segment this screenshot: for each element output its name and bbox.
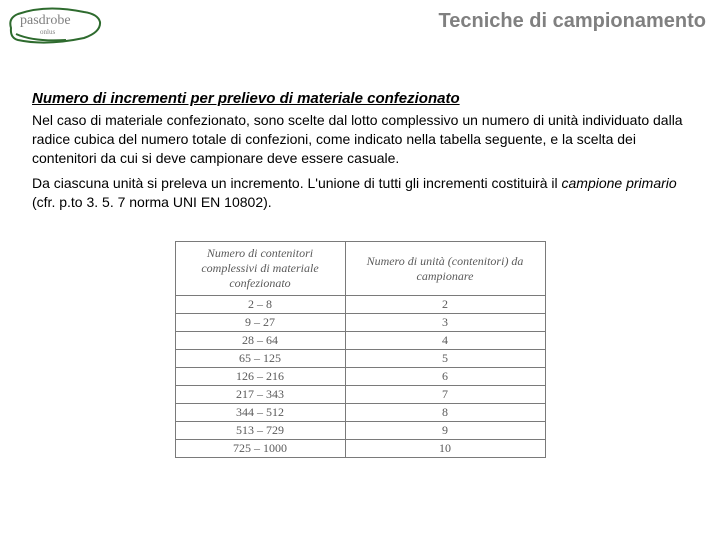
- table-row: 344 – 5128: [175, 404, 545, 422]
- th2-l1: Numero di unità (contenitori) da: [367, 254, 524, 268]
- cell-range: 217 – 343: [175, 386, 345, 404]
- th1-l1: Numero di contenitori: [207, 246, 313, 260]
- paragraph-2a: Da ciascuna unità si preleva un incremen…: [32, 175, 562, 191]
- table-row: 725 – 100010: [175, 440, 545, 458]
- cell-units: 3: [345, 314, 545, 332]
- cell-range: 725 – 1000: [175, 440, 345, 458]
- cell-units: 4: [345, 332, 545, 350]
- table-row: 126 – 2166: [175, 368, 545, 386]
- paragraph-2: Da ciascuna unità si preleva un incremen…: [32, 174, 688, 212]
- cell-units: 7: [345, 386, 545, 404]
- table-row: 28 – 644: [175, 332, 545, 350]
- cell-units: 8: [345, 404, 545, 422]
- table-header-row: Numero di contenitori complessivi di mat…: [175, 242, 545, 296]
- table-row: 2 – 82: [175, 296, 545, 314]
- table-row: 65 – 1255: [175, 350, 545, 368]
- cell-range: 28 – 64: [175, 332, 345, 350]
- cell-range: 9 – 27: [175, 314, 345, 332]
- cell-units: 10: [345, 440, 545, 458]
- th1-l3: confezionato: [229, 276, 290, 290]
- cell-range: 2 – 8: [175, 296, 345, 314]
- cell-units: 2: [345, 296, 545, 314]
- cell-range: 126 – 216: [175, 368, 345, 386]
- table-row: 217 – 3437: [175, 386, 545, 404]
- page-title: Tecniche di campionamento: [439, 10, 706, 33]
- logo-brand: pasdrobe: [20, 13, 71, 28]
- th1-l2: complessivi di materiale: [201, 261, 318, 275]
- paragraph-2-italic: campione primario: [562, 175, 677, 191]
- th2-l2: campionare: [417, 269, 474, 283]
- cell-units: 9: [345, 422, 545, 440]
- paragraph-1-text: Nel caso di materiale confezionato, sono…: [32, 112, 683, 166]
- cell-range: 65 – 125: [175, 350, 345, 368]
- table-row: 9 – 273: [175, 314, 545, 332]
- logo-tagline: onlus: [40, 28, 55, 36]
- cell-range: 344 – 512: [175, 404, 345, 422]
- cell-units: 6: [345, 368, 545, 386]
- table-header-col1: Numero di contenitori complessivi di mat…: [175, 242, 345, 296]
- table-header-col2: Numero di unità (contenitori) da campion…: [345, 242, 545, 296]
- section-heading: Numero di incrementi per prelievo di mat…: [32, 90, 688, 107]
- paragraph-1: Nel caso di materiale confezionato, sono…: [32, 111, 688, 168]
- table-wrap: Numero di contenitori complessivi di mat…: [32, 241, 688, 458]
- logo: pasdrobe onlus: [6, 6, 106, 46]
- cell-range: 513 – 729: [175, 422, 345, 440]
- table-row: 513 – 7299: [175, 422, 545, 440]
- cell-units: 5: [345, 350, 545, 368]
- paragraph-2b: (cfr. p.to 3. 5. 7 norma UNI EN 10802).: [32, 194, 272, 210]
- sampling-table: Numero di contenitori complessivi di mat…: [175, 241, 546, 458]
- content-region: Numero di incrementi per prelievo di mat…: [32, 90, 688, 458]
